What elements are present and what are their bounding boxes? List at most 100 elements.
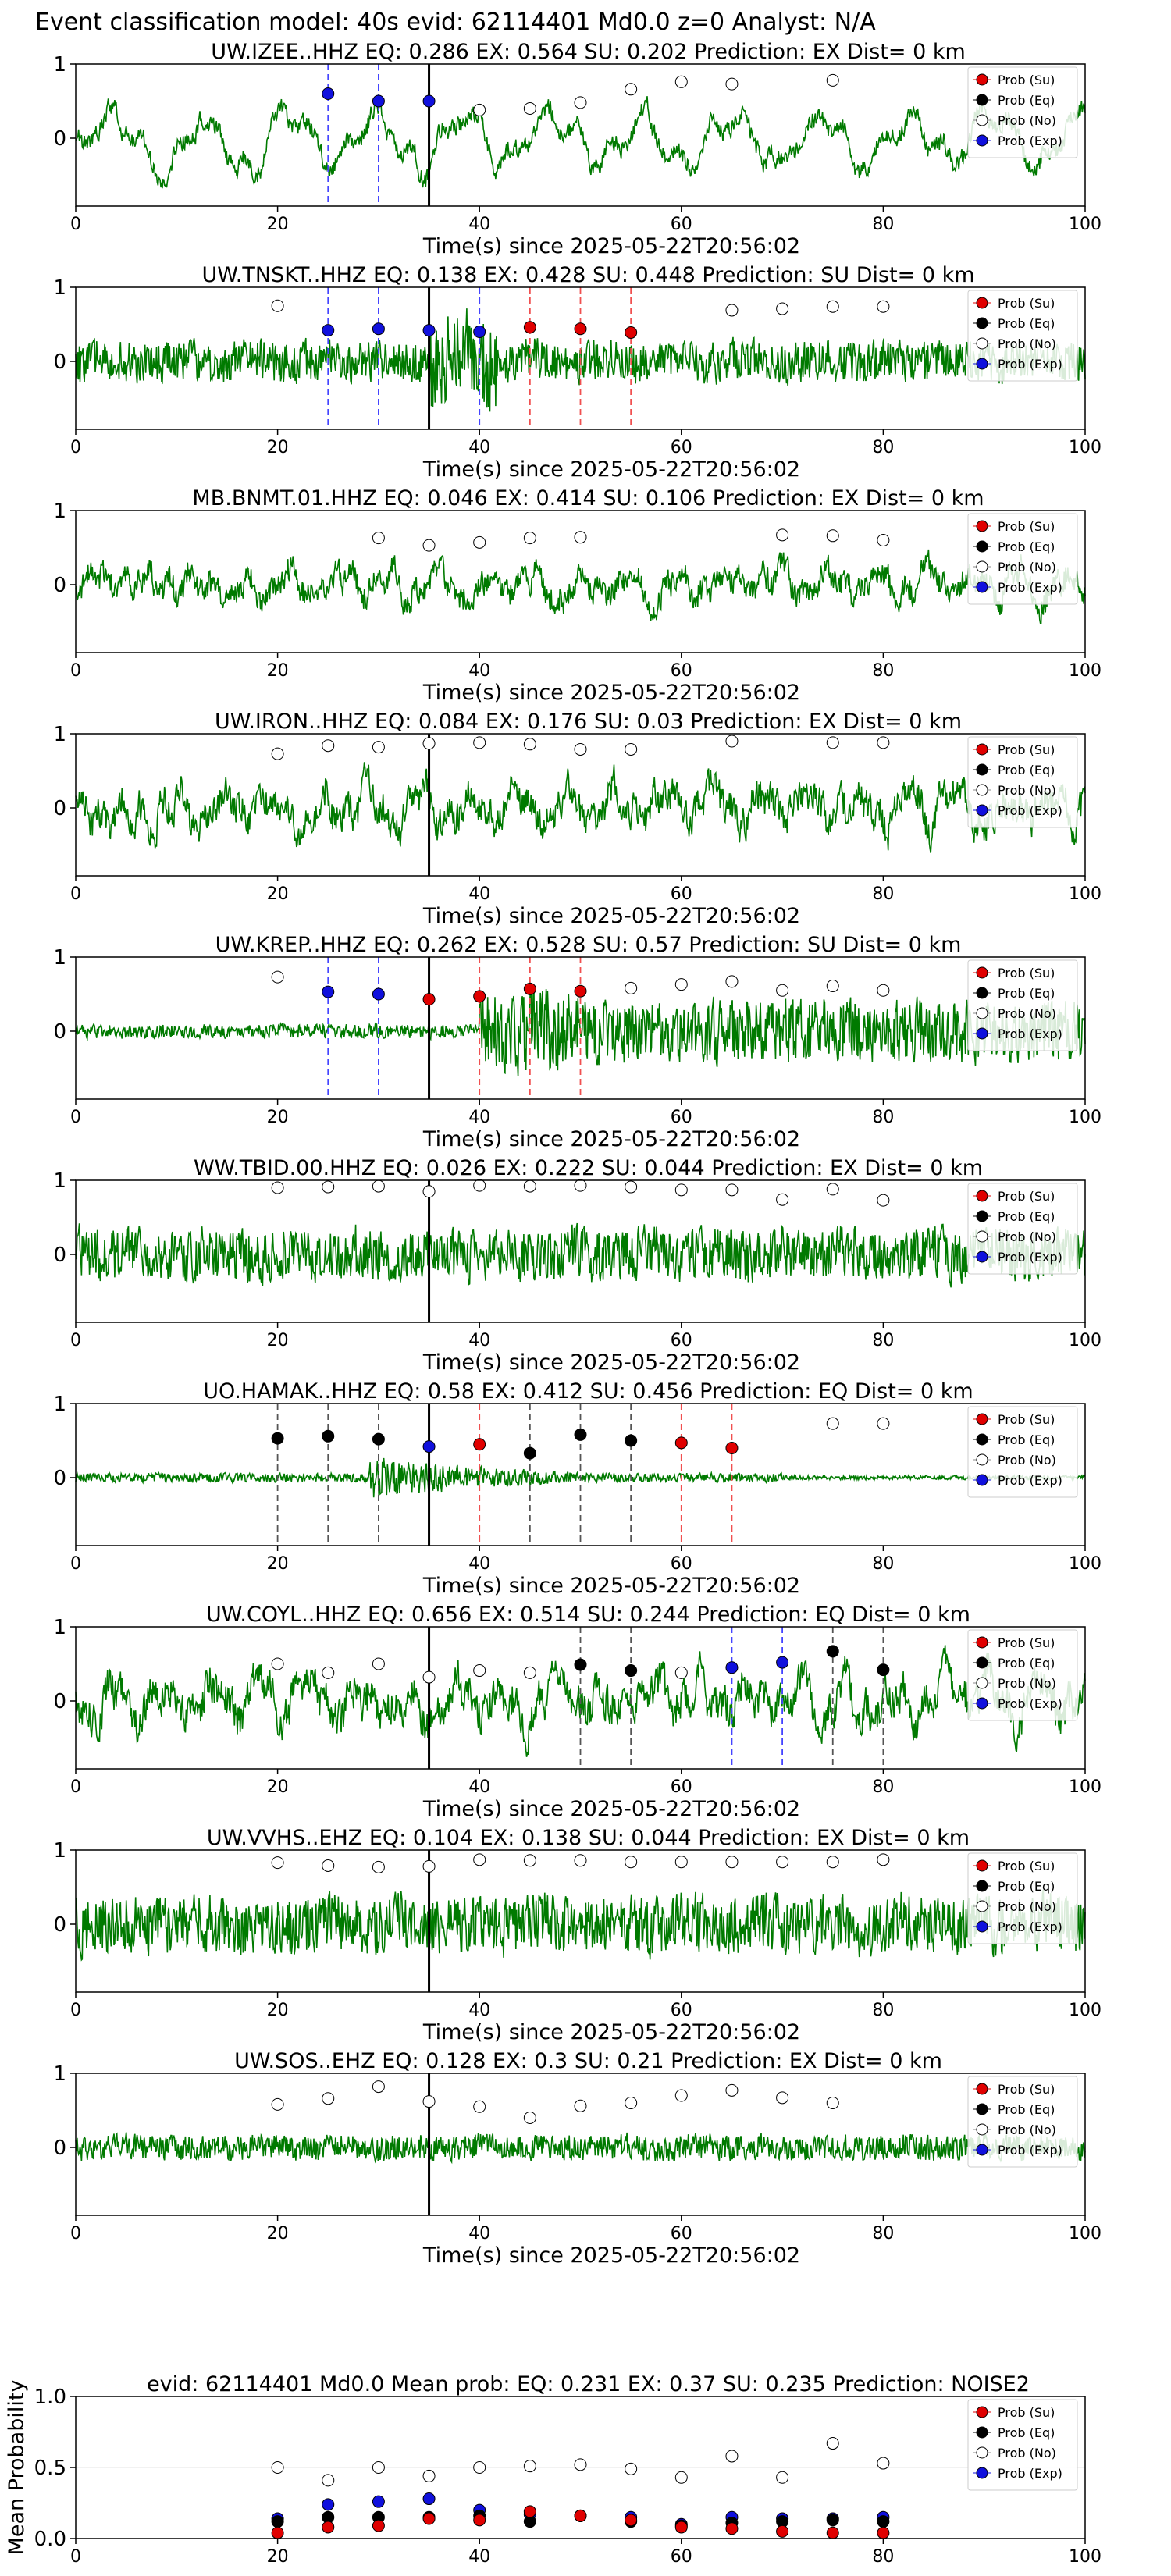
prob-marker-no <box>625 1856 638 1869</box>
y-tick-label: 1.0 <box>34 2386 66 2409</box>
prob-marker-no <box>473 2100 486 2113</box>
x-tick-label: 0 <box>70 884 81 904</box>
panel-title: UW.TNSKT..HHZ EQ: 0.138 EX: 0.428 SU: 0.… <box>201 263 974 287</box>
axes-frame <box>75 286 1086 430</box>
waveform-panel: MB.BNMT.01.HHZ EQ: 0.046 EX: 0.414 SU: 0… <box>53 486 1102 705</box>
prob-marker-no <box>776 1856 789 1869</box>
x-axis-label: Time(s) since 2025-05-22T20:56:02 <box>422 2020 800 2044</box>
y-tick-label: 1 <box>53 1393 66 1416</box>
prob-marker-su <box>523 982 536 995</box>
legend-label: Prob (Eq) <box>998 1656 1055 1670</box>
prob-marker-no <box>826 2097 839 2109</box>
legend-marker <box>976 2426 988 2439</box>
legend-label: Prob (Su) <box>998 73 1055 87</box>
x-tick-label: 40 <box>468 1331 490 1350</box>
prob-marker-no <box>725 975 739 988</box>
legend: Prob (Su) Prob (Eq) Prob (No) Prob (Exp) <box>967 2076 1078 2168</box>
legend-label: Prob (Su) <box>998 519 1055 534</box>
prob-marker-eq <box>625 1664 638 1678</box>
legend-box <box>967 1852 1078 1944</box>
x-tick-label: 100 <box>1069 2001 1102 2020</box>
prob-marker-exp <box>322 324 335 337</box>
prob-marker-no <box>322 1180 335 1194</box>
panel-title: evid: 62114401 Md0.0 Mean prob: EQ: 0.23… <box>147 2372 1030 2396</box>
legend-marker <box>976 763 988 776</box>
prob-marker-no <box>725 1856 739 1869</box>
prob-marker-eq <box>322 1429 335 1443</box>
prob-marker-su <box>523 321 536 334</box>
legend-label: Prob (Eq) <box>998 763 1055 777</box>
mean-prob-marker-no <box>725 2450 739 2463</box>
y-tick-label: 0 <box>53 1020 66 1044</box>
mean-prob-marker-no <box>523 2460 536 2473</box>
legend-label: Prob (No) <box>998 2446 1056 2460</box>
prob-marker-exp <box>372 94 385 108</box>
x-tick-label: 80 <box>872 661 894 681</box>
prob-marker-no <box>473 736 486 749</box>
x-tick-label: 0 <box>70 2224 81 2243</box>
mean-prob-marker-su <box>625 2514 638 2527</box>
legend-label: Prob (No) <box>998 1676 1056 1691</box>
legend-box <box>967 513 1078 605</box>
y-tick-label: 1 <box>53 1169 66 1193</box>
prob-marker-eq <box>877 1663 890 1677</box>
x-tick-label: 20 <box>267 2547 289 2567</box>
x-tick-label: 20 <box>267 438 289 457</box>
x-tick-label: 20 <box>267 884 289 904</box>
prob-marker-no <box>473 1853 486 1866</box>
prob-marker-no <box>625 83 638 96</box>
legend-label: Prob (Exp) <box>998 133 1062 148</box>
prob-marker-no <box>776 302 789 315</box>
prob-marker-no <box>372 741 385 754</box>
x-tick-label: 100 <box>1069 215 1102 234</box>
prob-marker-no <box>776 528 789 542</box>
x-tick-label: 40 <box>468 215 490 234</box>
waveform-panel: UW.IZEE..HHZ EQ: 0.286 EX: 0.564 SU: 0.2… <box>53 40 1102 258</box>
prob-marker-no <box>625 742 638 756</box>
prob-marker-exp <box>473 326 486 338</box>
legend-box <box>967 1183 1078 1275</box>
panel-title: MB.BNMT.01.HHZ EQ: 0.046 EX: 0.414 SU: 0… <box>192 486 984 511</box>
legend-label: Prob (Eq) <box>998 1209 1055 1224</box>
legend: Prob (Su) Prob (Eq) Prob (No) Prob (Exp) <box>967 2399 1078 2491</box>
prob-marker-no <box>625 1180 638 1194</box>
prob-marker-su <box>574 322 587 336</box>
legend-label: Prob (No) <box>998 2122 1056 2137</box>
prob-marker-no <box>322 1666 335 1679</box>
x-tick-label: 0 <box>70 1331 81 1350</box>
legend-label: Prob (Eq) <box>998 986 1055 1001</box>
prob-marker-eq <box>574 1428 587 1441</box>
axes-frame <box>75 63 1086 207</box>
waveform-trace <box>75 2132 1086 2165</box>
legend-label: Prob (Eq) <box>998 1432 1055 1447</box>
mean-prob-marker-su <box>574 2509 587 2522</box>
legend-label: Prob (Exp) <box>998 1920 1062 1934</box>
legend-label: Prob (Exp) <box>998 357 1062 372</box>
mean-prob-marker-su <box>422 2512 436 2525</box>
x-tick-label: 80 <box>872 215 894 234</box>
waveform-trace <box>75 1889 1086 1962</box>
legend-box <box>967 2076 1078 2168</box>
waveform-panel: UW.IRON..HHZ EQ: 0.084 EX: 0.176 SU: 0.0… <box>53 710 1102 928</box>
y-tick-label: 0 <box>53 127 66 151</box>
legend-label: Prob (Eq) <box>998 93 1055 108</box>
x-axis-label: Time(s) since 2025-05-22T20:56:02 <box>422 1127 800 1151</box>
waveform-panel: UW.SOS..EHZ EQ: 0.128 EX: 0.3 SU: 0.21 P… <box>53 2049 1102 2268</box>
legend-marker <box>976 1433 988 1446</box>
prob-marker-no <box>574 531 587 544</box>
y-tick-label: 0.5 <box>34 2457 66 2480</box>
legend-label: Prob (Eq) <box>998 2425 1055 2440</box>
legend-marker <box>976 2406 988 2418</box>
prob-marker-no <box>625 981 638 994</box>
legend-label: Prob (Exp) <box>998 1696 1062 1711</box>
waveform-panel: UW.VVHS..EHZ EQ: 0.104 EX: 0.138 SU: 0.0… <box>53 1826 1102 2044</box>
prob-marker-no <box>271 1181 284 1194</box>
x-tick-label: 100 <box>1069 438 1102 457</box>
legend-label: Prob (Eq) <box>998 539 1055 554</box>
legend-marker <box>976 317 988 329</box>
prob-marker-exp <box>322 87 335 100</box>
legend-label: Prob (Eq) <box>998 2102 1055 2117</box>
prob-marker-no <box>523 738 536 751</box>
prob-marker-no <box>826 1183 839 1196</box>
prob-marker-no <box>271 1856 284 1870</box>
